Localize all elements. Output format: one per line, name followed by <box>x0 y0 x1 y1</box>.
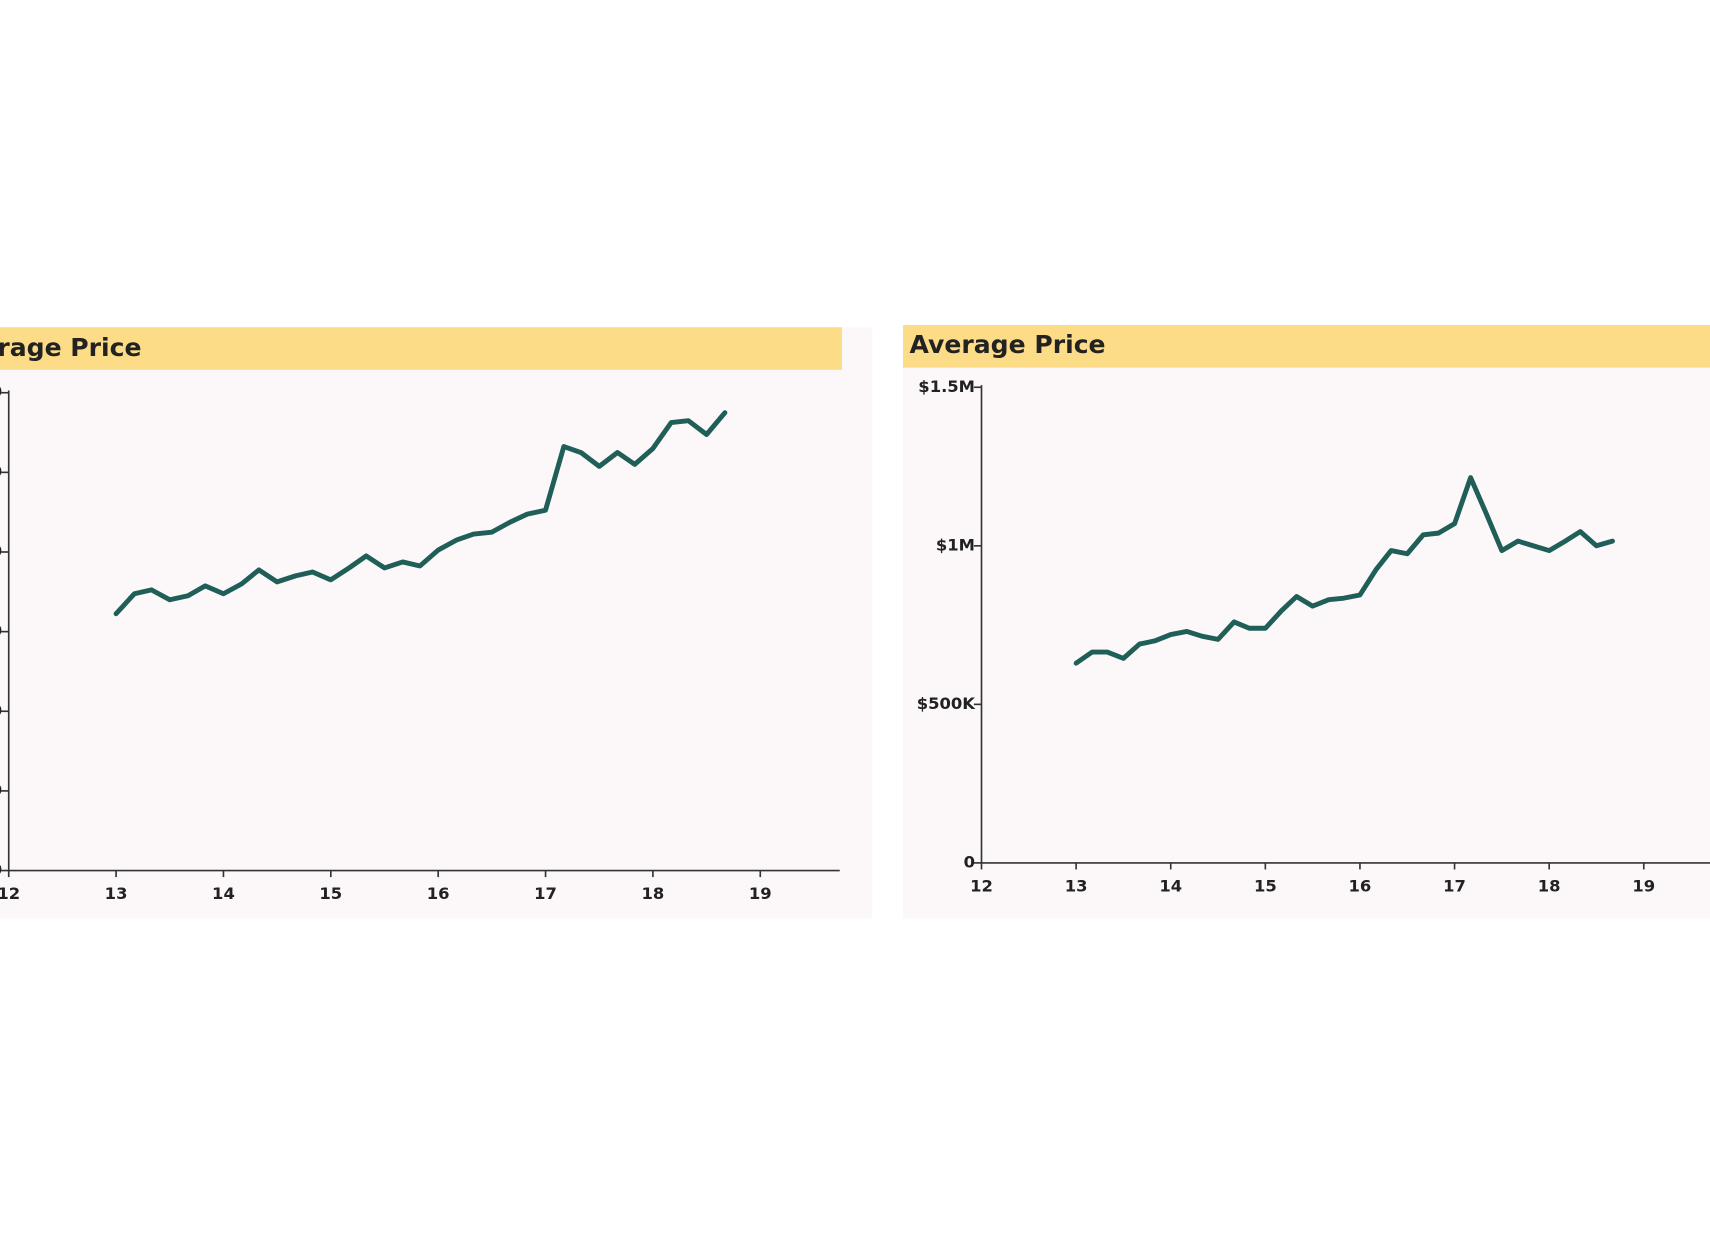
x-tick-label: 12 <box>970 876 993 895</box>
x-tick-label: 19 <box>1632 876 1655 895</box>
price-line <box>113 410 728 617</box>
price-line <box>1073 475 1615 666</box>
y-tick-label: 1000000 <box>0 462 2 481</box>
panel <box>902 325 1710 919</box>
y-tick-label: $1.5M <box>918 377 975 396</box>
x-tick-label: 18 <box>642 884 665 903</box>
chart-title: Average Price <box>0 333 142 362</box>
y-tick-label: 200000 <box>0 780 2 799</box>
y-tick-label: 0 <box>0 860 2 879</box>
title-bar <box>0 327 842 370</box>
x-tick-label: 18 <box>1538 876 1561 895</box>
x-tick-label: 17 <box>534 884 557 903</box>
x-tick-label: 19 <box>749 884 772 903</box>
panel <box>0 327 873 919</box>
x-tick-label: 13 <box>1065 876 1088 895</box>
x-tick-label: 16 <box>427 884 450 903</box>
x-tick-label: 15 <box>1254 876 1277 895</box>
x-tick-label: 12 <box>0 884 20 903</box>
chart-title: Average Price <box>910 330 1106 359</box>
title-bar <box>902 325 1710 368</box>
y-tick-label: 1200000 <box>0 382 2 401</box>
y-tick-label: 800000 <box>0 541 2 560</box>
x-tick-label: 16 <box>1349 876 1372 895</box>
y-tick-label: 600000 <box>0 621 2 640</box>
y-tick-label: $1M <box>936 535 975 554</box>
y-tick-label: 0 <box>964 852 975 871</box>
x-tick-label: 13 <box>105 884 128 903</box>
x-tick-label: 15 <box>319 884 342 903</box>
y-tick-label: $500K <box>917 694 977 713</box>
x-tick-label: 14 <box>212 884 235 903</box>
y-tick-label: 400000 <box>0 701 2 720</box>
x-tick-label: 17 <box>1443 876 1466 895</box>
x-tick-label: 14 <box>1159 876 1182 895</box>
